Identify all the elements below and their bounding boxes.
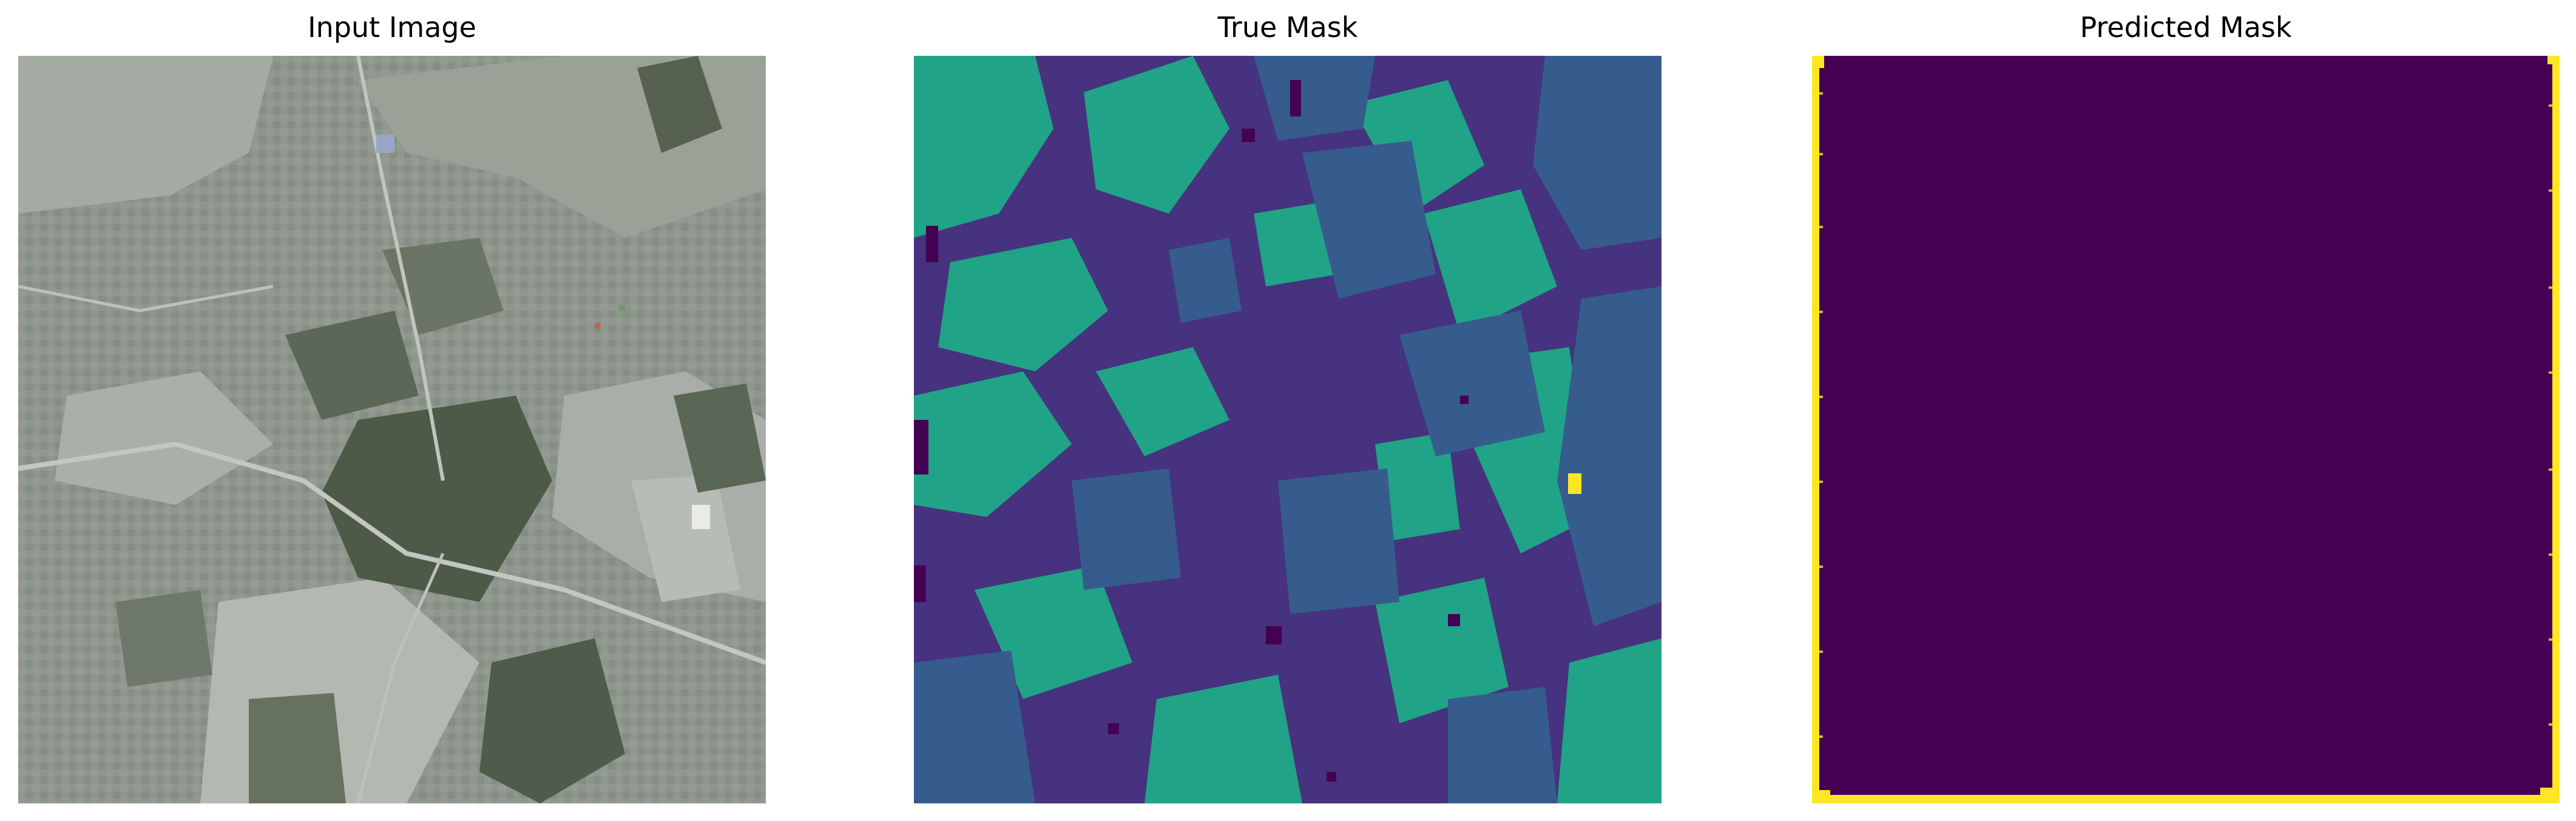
panel-input-image: Input Image: [18, 0, 766, 821]
panel-true-mask: True Mask: [914, 0, 1662, 821]
panel-title-input: Input Image: [308, 11, 476, 44]
panel-title-true-mask: True Mask: [1217, 11, 1358, 44]
predicted-mask-image: [1812, 56, 2560, 803]
panel-title-predicted-mask: Predicted Mask: [2080, 11, 2292, 44]
panel-predicted-mask: Predicted Mask: [1812, 0, 2560, 821]
input-aerial-image: [18, 56, 766, 803]
true-mask-image: [914, 56, 1662, 803]
